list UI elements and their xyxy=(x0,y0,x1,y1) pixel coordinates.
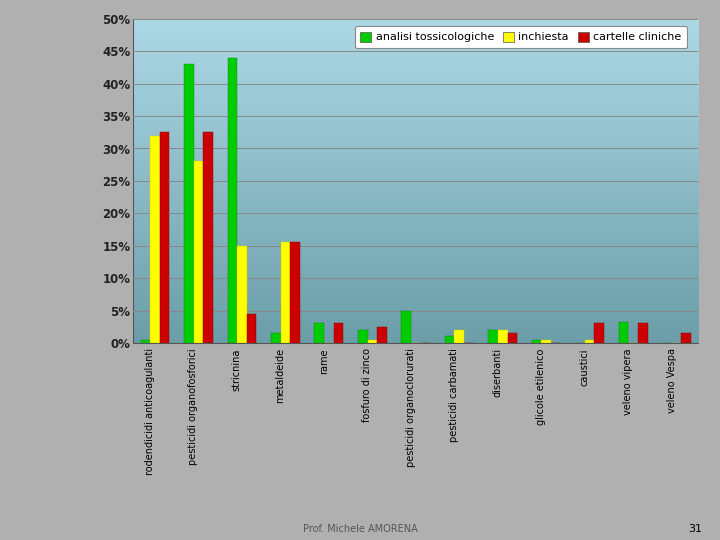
Bar xyxy=(638,323,647,343)
Bar xyxy=(271,333,281,343)
Bar xyxy=(541,340,551,343)
Bar xyxy=(237,246,247,343)
Bar xyxy=(585,340,595,343)
Text: pesticidi organofosforici: pesticidi organofosforici xyxy=(189,348,199,465)
Bar xyxy=(402,310,411,343)
Bar xyxy=(454,330,464,343)
Text: fosfuro di zinco: fosfuro di zinco xyxy=(362,348,372,422)
Bar xyxy=(508,333,517,343)
Text: 31: 31 xyxy=(688,523,702,534)
Legend: analisi tossicologiche, inchiesta, cartelle cliniche: analisi tossicologiche, inchiesta, carte… xyxy=(354,26,687,48)
Bar xyxy=(595,323,604,343)
Bar xyxy=(367,340,377,343)
Bar xyxy=(247,314,256,343)
Text: rame: rame xyxy=(319,348,329,374)
Text: stricnina: stricnina xyxy=(232,348,242,390)
Bar xyxy=(160,132,169,343)
Text: Prof. Michele AMORENA: Prof. Michele AMORENA xyxy=(302,523,418,534)
Text: glicole etilenico: glicole etilenico xyxy=(536,348,546,424)
Text: metaldeide: metaldeide xyxy=(275,348,285,403)
Bar xyxy=(377,327,387,343)
Text: diserbanti: diserbanti xyxy=(492,348,503,397)
Bar xyxy=(532,340,541,343)
Text: caustici: caustici xyxy=(580,348,590,386)
Bar xyxy=(290,242,300,343)
Text: pesticidi carbamati: pesticidi carbamati xyxy=(449,348,459,442)
Bar xyxy=(358,330,367,343)
Text: rodendicidi anticoagulanti: rodendicidi anticoagulanti xyxy=(145,348,155,475)
Bar xyxy=(281,242,290,343)
Bar xyxy=(445,336,454,343)
Bar xyxy=(681,333,691,343)
Text: veleno Vespa: veleno Vespa xyxy=(667,348,677,413)
Bar xyxy=(184,64,194,343)
Bar xyxy=(498,330,508,343)
Bar xyxy=(140,340,150,343)
Bar xyxy=(150,136,160,343)
Text: veleno vipera: veleno vipera xyxy=(624,348,633,415)
Bar xyxy=(618,322,629,343)
Bar xyxy=(194,161,203,343)
Bar xyxy=(203,132,213,343)
Text: pesticidi organoclorurati: pesticidi organoclorurati xyxy=(406,348,416,467)
Bar xyxy=(333,323,343,343)
Bar xyxy=(315,323,324,343)
Bar xyxy=(488,330,498,343)
Bar xyxy=(228,58,237,343)
